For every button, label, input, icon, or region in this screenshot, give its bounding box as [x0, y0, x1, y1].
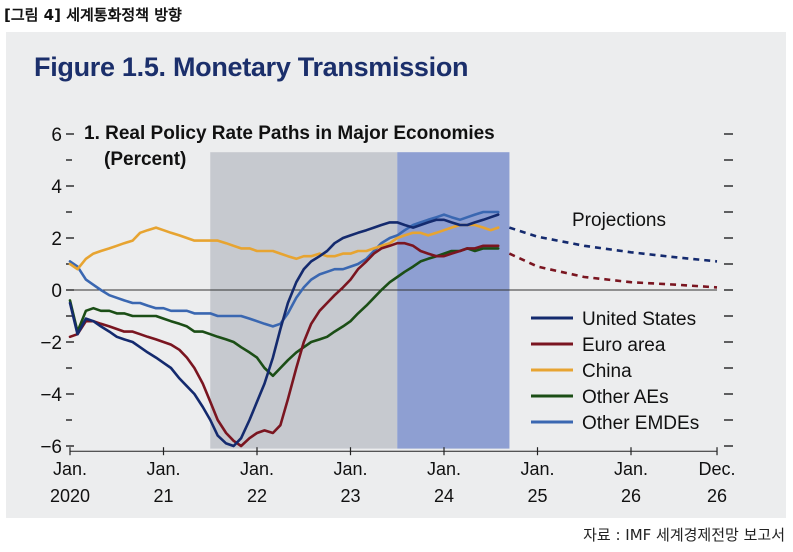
- y-tick-label: −2: [40, 333, 62, 354]
- x-axis: Jan. 2020 Jan. 21 Jan. 22 Jan. 23 Jan. 24 Jan. 25 Ja…: [50, 447, 736, 506]
- x-tick-label-year: 24: [434, 486, 454, 506]
- legend-label: Other EMDEs: [582, 413, 699, 434]
- series-line-euro-area-projection: [508, 252, 718, 289]
- y-axis-unit-label: (Percent): [104, 149, 186, 170]
- legend-label: Other AEs: [582, 387, 669, 408]
- series-line-euro-area: [68, 241, 500, 448]
- x-tick-label-year: 2020: [50, 486, 90, 506]
- x-tick-label-year: 26: [707, 486, 727, 506]
- series-line-united-states: [68, 213, 500, 448]
- y-tick-label: 2: [51, 229, 62, 250]
- x-tick-label-year: 25: [527, 486, 547, 506]
- x-tick-label-month: Jan.: [240, 459, 274, 479]
- shaded-regions: [210, 152, 510, 449]
- y-tick-label: −4: [40, 385, 62, 406]
- figure-title: Figure 1.5. Monetary Transmission: [34, 52, 469, 82]
- x-tick-label-month: Jan.: [427, 459, 461, 479]
- x-tick-label-year: 23: [340, 486, 360, 506]
- x-tick-label-month: Dec.: [699, 459, 736, 479]
- series-lines: [68, 210, 718, 448]
- series-line-united-states-projection: [508, 226, 718, 263]
- shaded-region-2: [397, 152, 510, 449]
- y-tick-label: 0: [51, 281, 62, 302]
- series-line-china: [68, 223, 500, 271]
- x-tick-label-year: 26: [621, 486, 641, 506]
- x-tick-label-month: Jan.: [146, 459, 180, 479]
- y-tick-label: 4: [51, 177, 62, 198]
- y-axis: 6 4 2 0 −2 −4 −6: [40, 125, 74, 458]
- shaded-region-1: [210, 152, 398, 449]
- source-note: 자료 : IMF 세계경제전망 보고서: [583, 526, 785, 544]
- legend-label: United States: [582, 309, 696, 330]
- legend-label: China: [582, 361, 632, 382]
- x-tick-label-month: Jan.: [520, 459, 554, 479]
- series-line-other-aes: [68, 247, 500, 378]
- projections-label: Projections: [572, 210, 666, 231]
- x-tick-label-year: 22: [247, 486, 267, 506]
- y-tick-label: −6: [40, 437, 62, 458]
- legend-label: Euro area: [582, 335, 666, 356]
- y-tick-label: 6: [51, 125, 62, 146]
- x-tick-label-month: Jan.: [614, 459, 648, 479]
- right-axis-ticks: [724, 133, 733, 447]
- legend: United States Euro area China Other AEs Othe…: [531, 309, 699, 434]
- x-tick-label-month: Jan.: [333, 459, 367, 479]
- x-tick-label-month: Jan.: [53, 459, 87, 479]
- chart-subtitle: 1. Real Policy Rate Paths in Major Econo…: [84, 123, 495, 144]
- page-label: [그림 4] 세계통화정책 방향: [4, 6, 182, 24]
- x-tick-label-year: 21: [153, 486, 173, 506]
